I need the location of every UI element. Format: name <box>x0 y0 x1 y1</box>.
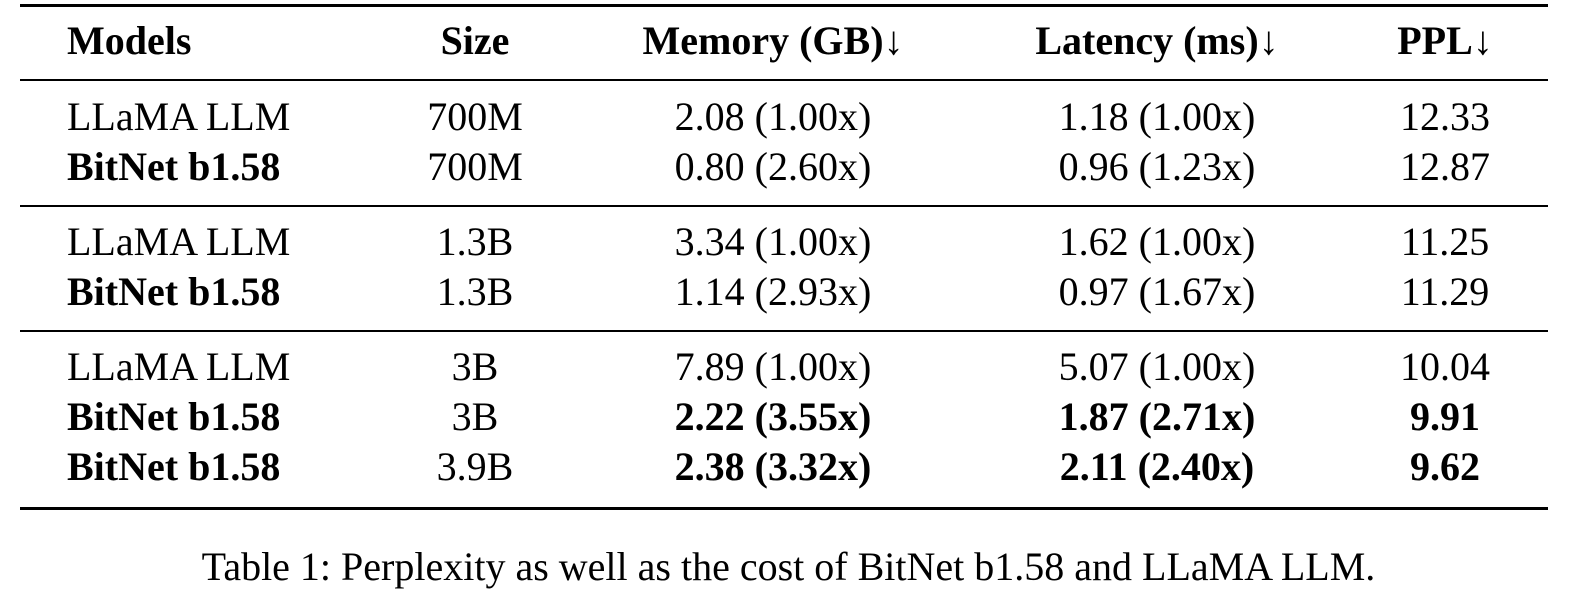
cell-ppl: 9.91 <box>1410 394 1480 439</box>
cell-ppl: 10.04 <box>1400 344 1490 389</box>
cell-model: BitNet b1.58 <box>67 444 281 489</box>
cell-memory: 3.34 (1.00x) <box>674 219 872 264</box>
cell-model: BitNet b1.58 <box>67 144 281 189</box>
cell-model: BitNet b1.58 <box>67 394 281 439</box>
group-rule <box>20 205 1548 207</box>
cell-memory: 7.89 (1.00x) <box>674 344 872 389</box>
header-rule <box>20 79 1548 81</box>
table-caption: Table 1: Perplexity as well as the cost … <box>201 544 1376 589</box>
cell-memory: 2.08 (1.00x) <box>674 94 872 139</box>
cell-model: LLaMA LLM <box>67 219 291 264</box>
table-row: BitNet b1.58 700M 0.80 (2.60x) 0.96 (1.23x)… <box>0 142 1577 192</box>
table-row: BitNet b1.58 3B 2.22 (3.55x) 1.87 (2.71x) 9.… <box>0 392 1577 442</box>
cell-size: 700M <box>427 144 523 189</box>
cell-latency: 1.62 (1.00x) <box>1058 219 1256 264</box>
cell-ppl: 9.62 <box>1410 444 1480 489</box>
cell-size: 3B <box>451 344 499 389</box>
header-memory: Memory (GB)↓ <box>642 18 904 63</box>
table-row: LLaMA LLM 700M 2.08 (1.00x) 1.18 (1.00x) 12.… <box>0 92 1577 142</box>
header-row: Models Size Memory (GB)↓ Latency (ms)↓ PPL↓ <box>0 16 1577 66</box>
cell-latency: 1.18 (1.00x) <box>1058 94 1256 139</box>
table-row: LLaMA LLM 1.3B 3.34 (1.00x) 1.62 (1.00x) 11.… <box>0 217 1577 267</box>
cell-latency: 2.11 (2.40x) <box>1059 444 1255 489</box>
cell-model: BitNet b1.58 <box>67 269 281 314</box>
header-model: Models <box>67 18 192 63</box>
cell-memory: 1.14 (2.93x) <box>674 269 872 314</box>
cell-latency: 5.07 (1.00x) <box>1058 344 1256 389</box>
cell-ppl: 12.87 <box>1400 144 1490 189</box>
cell-latency: 0.96 (1.23x) <box>1058 144 1256 189</box>
cell-memory: 0.80 (2.60x) <box>674 144 872 189</box>
cell-model: LLaMA LLM <box>67 94 291 139</box>
group-rule <box>20 330 1548 332</box>
header-ppl: PPL↓ <box>1397 18 1493 63</box>
table-row: BitNet b1.58 1.3B 1.14 (2.93x) 0.97 (1.67x)… <box>0 267 1577 317</box>
cell-size: 700M <box>427 94 523 139</box>
header-latency: Latency (ms)↓ <box>1035 18 1279 63</box>
cell-latency: 0.97 (1.67x) <box>1058 269 1256 314</box>
cell-ppl: 11.25 <box>1400 219 1490 264</box>
cell-ppl: 12.33 <box>1400 94 1490 139</box>
cell-memory: 2.22 (3.55x) <box>674 394 872 439</box>
cell-size: 1.3B <box>436 269 514 314</box>
table-row: BitNet b1.58 3.9B 2.38 (3.32x) 2.11 (2.40x)… <box>0 442 1577 492</box>
cell-latency: 1.87 (2.71x) <box>1058 394 1256 439</box>
cell-size: 3.9B <box>436 444 514 489</box>
cell-memory: 2.38 (3.32x) <box>674 444 872 489</box>
table-row: LLaMA LLM 3B 7.89 (1.00x) 5.07 (1.00x) 10.04 <box>0 342 1577 392</box>
cell-ppl: 11.29 <box>1400 269 1490 314</box>
top-rule <box>20 4 1548 7</box>
header-size: Size <box>440 18 510 63</box>
cell-size: 3B <box>451 394 499 439</box>
cell-size: 1.3B <box>436 219 514 264</box>
cell-model: LLaMA LLM <box>67 344 291 389</box>
bottom-rule <box>20 507 1548 510</box>
